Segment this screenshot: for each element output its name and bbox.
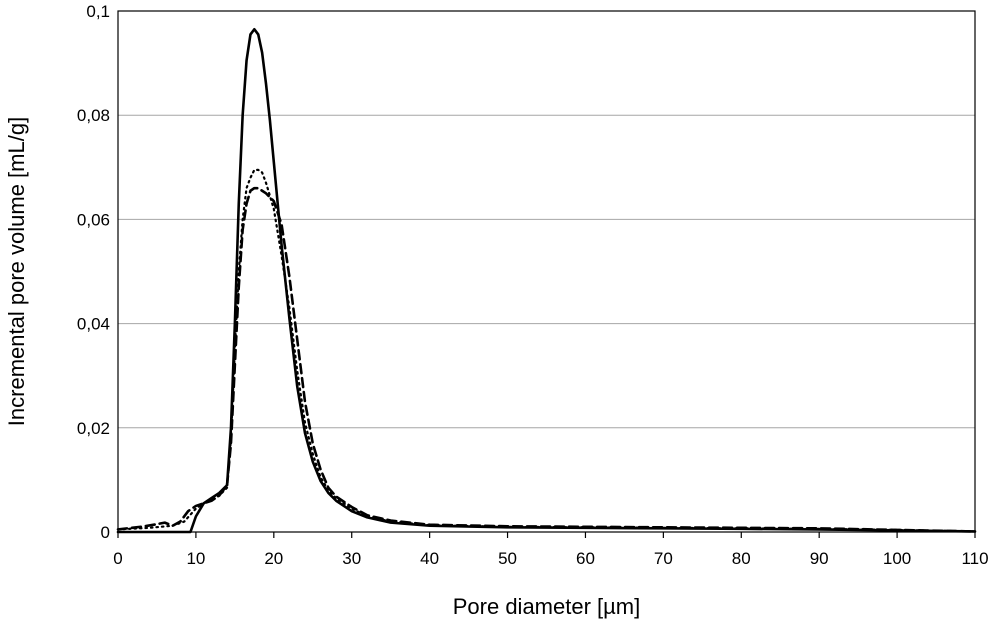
y-axis-title: Incremental pore volume [mL/g] <box>4 117 29 426</box>
y-axis-ticks: 0 0,02 0,04 0,06 0,08 0,1 <box>77 2 110 542</box>
x-tick-label: 20 <box>264 549 283 568</box>
y-tick-label: 0,08 <box>77 106 110 125</box>
x-tick-label: 40 <box>420 549 439 568</box>
y-tick-label: 0,1 <box>86 2 110 21</box>
x-tick-label: 100 <box>883 549 911 568</box>
x-tick-label: 70 <box>654 549 673 568</box>
y-tick-label: 0,04 <box>77 315 110 334</box>
y-tick-label: 0,06 <box>77 210 110 229</box>
x-tick-label: 60 <box>576 549 595 568</box>
x-tick-label: 10 <box>186 549 205 568</box>
x-tick-label: 0 <box>113 549 122 568</box>
y-tick-label: 0,02 <box>77 419 110 438</box>
x-tick-label: 80 <box>732 549 751 568</box>
series-layer <box>116 27 977 534</box>
x-axis-title: Pore diameter [µm] <box>453 594 641 619</box>
x-axis-ticks: 0 10 20 30 40 50 60 70 80 90 100 110 <box>113 532 989 568</box>
gridlines <box>118 114 975 429</box>
x-tick-label: 30 <box>342 549 361 568</box>
x-tick-label: 50 <box>498 549 517 568</box>
x-tick-label: 110 <box>961 549 988 568</box>
plot-area-frame <box>117 10 976 533</box>
y-tick-label: 0 <box>101 523 110 542</box>
series-line-dashed <box>116 186 977 533</box>
x-tick-label: 90 <box>810 549 829 568</box>
